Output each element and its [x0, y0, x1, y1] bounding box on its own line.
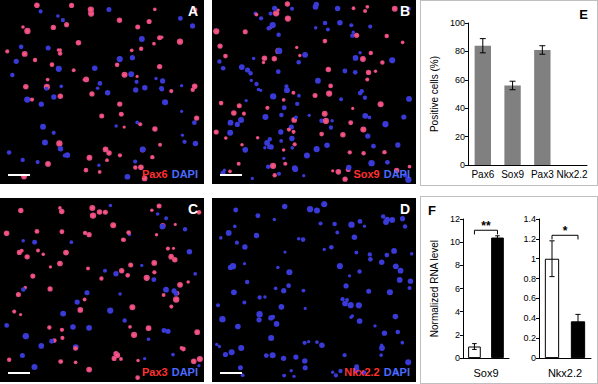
svg-text:12: 12 — [450, 214, 460, 224]
svg-text:0: 0 — [531, 353, 536, 363]
svg-text:1.4: 1.4 — [523, 214, 536, 224]
svg-text:C: C — [188, 201, 198, 217]
svg-text:Sox9: Sox9 — [473, 367, 498, 379]
svg-text:2: 2 — [455, 330, 460, 340]
svg-text:Pax6DAPI: Pax6DAPI — [142, 168, 198, 180]
svg-text:Nkx2.2: Nkx2.2 — [557, 169, 589, 180]
svg-text:1.2: 1.2 — [523, 234, 536, 244]
svg-text:A: A — [188, 3, 198, 19]
svg-text:0: 0 — [460, 160, 465, 170]
svg-text:Pax3DAPI: Pax3DAPI — [142, 366, 198, 378]
svg-text:1: 1 — [531, 254, 536, 264]
svg-text:E: E — [579, 7, 588, 22]
svg-text:6: 6 — [455, 284, 460, 294]
svg-text:Nkx2.2: Nkx2.2 — [548, 367, 582, 379]
svg-text:0.8: 0.8 — [523, 274, 536, 284]
svg-text:F: F — [428, 203, 436, 218]
svg-text:Positive cells (%): Positive cells (%) — [429, 56, 440, 132]
svg-text:0.2: 0.2 — [523, 333, 536, 343]
svg-text:8: 8 — [455, 260, 460, 270]
svg-text:80: 80 — [455, 46, 465, 56]
svg-text:40: 40 — [455, 103, 465, 113]
svg-text:*: * — [563, 224, 568, 238]
svg-text:0: 0 — [455, 353, 460, 363]
svg-text:60: 60 — [455, 75, 465, 85]
svg-text:20: 20 — [455, 132, 465, 142]
svg-text:0.6: 0.6 — [523, 293, 536, 303]
svg-text:**: ** — [481, 219, 491, 233]
svg-text:Nkx2.2DAPI: Nkx2.2DAPI — [344, 366, 410, 378]
svg-text:Normalized RNA level: Normalized RNA level — [429, 240, 440, 337]
svg-text:B: B — [400, 3, 410, 19]
svg-text:Pax3: Pax3 — [531, 169, 554, 180]
svg-text:10: 10 — [450, 237, 460, 247]
svg-text:4: 4 — [455, 307, 460, 317]
svg-text:Sox9: Sox9 — [501, 169, 524, 180]
svg-text:Pax6: Pax6 — [471, 169, 494, 180]
svg-text:0.4: 0.4 — [523, 313, 536, 323]
svg-text:Sox9DAPI: Sox9DAPI — [353, 168, 410, 180]
svg-text:100: 100 — [450, 18, 465, 28]
svg-text:D: D — [400, 201, 410, 217]
